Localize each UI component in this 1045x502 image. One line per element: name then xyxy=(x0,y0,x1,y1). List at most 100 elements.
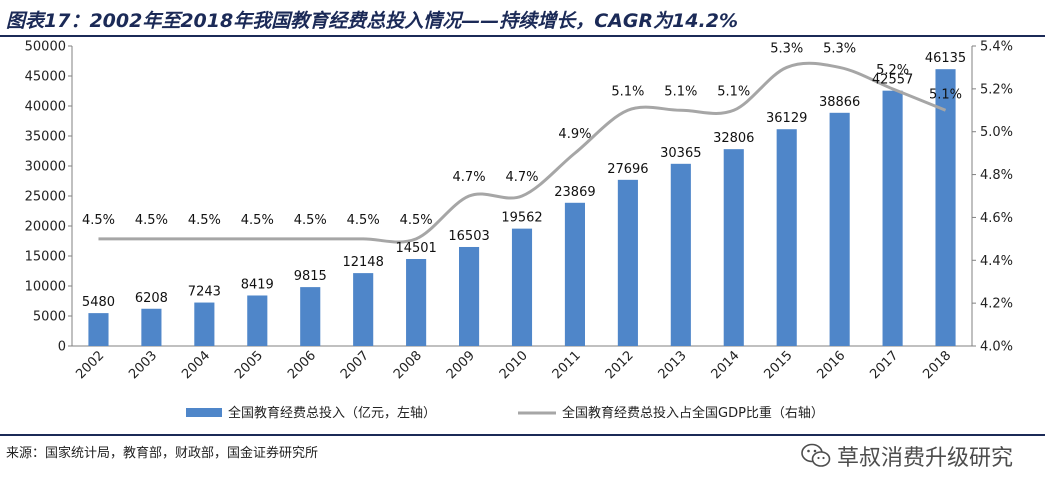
left-tick-label: 25000 xyxy=(25,190,66,205)
category-label: 2013 xyxy=(656,348,690,382)
category-label: 2008 xyxy=(391,348,425,382)
left-tick-label: 0 xyxy=(58,340,66,355)
line-value-label: 4.5% xyxy=(294,213,327,228)
left-tick-label: 30000 xyxy=(25,160,66,175)
category-label: 2007 xyxy=(338,348,372,382)
bar-value-label: 32806 xyxy=(713,131,754,146)
bar xyxy=(617,179,638,346)
category-label: 2010 xyxy=(497,348,531,382)
line-value-label: 4.5% xyxy=(188,213,221,228)
right-tick-label: 5.2% xyxy=(980,82,1013,97)
line-value-label: 4.7% xyxy=(453,170,486,185)
bar xyxy=(670,163,691,346)
line-value-label: 5.1% xyxy=(929,87,962,102)
chart-title: 图表17：2002年至2018年我国教育经费总投入情况——持续增长，CAGR为1… xyxy=(6,10,738,32)
chart: 0 5000 10000 15000 20000 25000 30000 35000 40000… xyxy=(25,40,1013,422)
bar xyxy=(406,258,427,346)
category-label: 2016 xyxy=(814,348,848,382)
category-label: 2002 xyxy=(73,348,107,382)
bar xyxy=(882,90,903,347)
watermark-text: 草叔消费升级研究 xyxy=(836,446,1013,471)
line-value-label: 5.1% xyxy=(717,84,750,99)
bar-value-label: 27696 xyxy=(607,162,648,177)
line-value-label: 5.2% xyxy=(876,63,909,78)
category-label: 2005 xyxy=(232,348,266,382)
source-divider xyxy=(0,434,1045,436)
line-value-label: 5.1% xyxy=(611,84,644,99)
source-note: 来源：国家统计局，教育部，财政部，国金证券研究所 xyxy=(6,446,319,461)
bar xyxy=(776,129,797,346)
left-tick-label: 50000 xyxy=(25,40,66,55)
right-tick-label: 4.8% xyxy=(980,168,1013,183)
bar xyxy=(723,149,744,346)
category-label: 2006 xyxy=(285,348,319,382)
left-tick-label: 40000 xyxy=(25,100,66,115)
title-bar: 图表17：2002年至2018年我国教育经费总投入情况——持续增长，CAGR为1… xyxy=(0,0,1045,37)
line-value-label: 5.1% xyxy=(664,84,697,99)
category-label: 2009 xyxy=(444,348,478,382)
line-value-label: 4.5% xyxy=(82,213,115,228)
bar xyxy=(511,228,533,346)
line-value-label: 4.7% xyxy=(505,170,538,185)
line-value-label: 5.3% xyxy=(823,41,856,56)
right-tick-label: 4.4% xyxy=(980,254,1013,269)
bar-value-label: 46135 xyxy=(925,51,966,66)
bar xyxy=(353,273,374,346)
legend-bar-swatch xyxy=(186,408,222,417)
bar xyxy=(300,287,321,346)
watermark: 草叔消费升级研究 xyxy=(801,440,1013,472)
gdp-share-line xyxy=(98,61,947,244)
bar xyxy=(247,295,268,346)
bar-value-label: 42557 xyxy=(872,73,913,88)
line-value-label: 4.5% xyxy=(347,213,380,228)
bar-value-label: 36129 xyxy=(766,111,807,126)
bar xyxy=(829,112,850,346)
bar-value-label: 6208 xyxy=(135,291,168,306)
bar xyxy=(564,202,585,346)
bar xyxy=(141,308,162,346)
line-value-label: 5.3% xyxy=(770,41,803,56)
legend-line-label: 全国教育经费总投入占全国GDP比重（右轴） xyxy=(562,405,824,421)
bar-value-label: 23869 xyxy=(554,185,595,200)
left-tick-label: 20000 xyxy=(25,220,66,235)
line-value-label: 4.5% xyxy=(241,213,274,228)
bar-value-label: 30365 xyxy=(660,146,701,161)
category-label: 2015 xyxy=(762,348,796,382)
category-label: 2004 xyxy=(179,348,213,382)
title-divider xyxy=(0,35,1045,37)
bar-value-label: 19562 xyxy=(501,211,542,226)
category-label: 2012 xyxy=(603,348,637,382)
legend-bar-label: 全国教育经费总投入（亿元，左轴） xyxy=(228,405,436,421)
bar-value-label: 5480 xyxy=(82,295,115,310)
right-tick-label: 4.2% xyxy=(980,297,1013,312)
right-tick-label: 4.6% xyxy=(980,211,1013,226)
right-tick-label: 5.4% xyxy=(980,40,1013,55)
right-tick-label: 4.0% xyxy=(980,340,1013,355)
bar-value-label: 9815 xyxy=(294,269,327,284)
bar xyxy=(88,313,109,346)
category-label: 2014 xyxy=(709,348,743,382)
bar-value-label: 12148 xyxy=(342,255,383,270)
bar-value-label: 38866 xyxy=(819,95,860,110)
right-tick-label: 5.0% xyxy=(980,125,1013,140)
bar xyxy=(459,246,480,346)
left-tick-label: 5000 xyxy=(33,310,66,325)
bar xyxy=(194,302,215,346)
line-value-label: 4.5% xyxy=(135,213,168,228)
left-tick-label: 15000 xyxy=(25,250,66,265)
bar-value-label: 7243 xyxy=(188,285,221,300)
line-value-label: 4.5% xyxy=(400,213,433,228)
category-label: 2003 xyxy=(126,348,160,382)
bar-value-label: 8419 xyxy=(241,277,274,292)
bar-value-label: 14501 xyxy=(395,241,436,256)
bar xyxy=(935,69,956,346)
wechat-icon xyxy=(801,443,831,467)
line-value-label: 4.9% xyxy=(558,127,591,142)
category-label: 2011 xyxy=(550,348,584,382)
bar-value-label: 16503 xyxy=(448,229,489,244)
left-tick-label: 45000 xyxy=(25,70,66,85)
category-label: 2017 xyxy=(867,348,901,382)
left-tick-label: 35000 xyxy=(25,130,66,145)
left-tick-label: 10000 xyxy=(25,280,66,295)
category-label: 2018 xyxy=(920,348,954,382)
